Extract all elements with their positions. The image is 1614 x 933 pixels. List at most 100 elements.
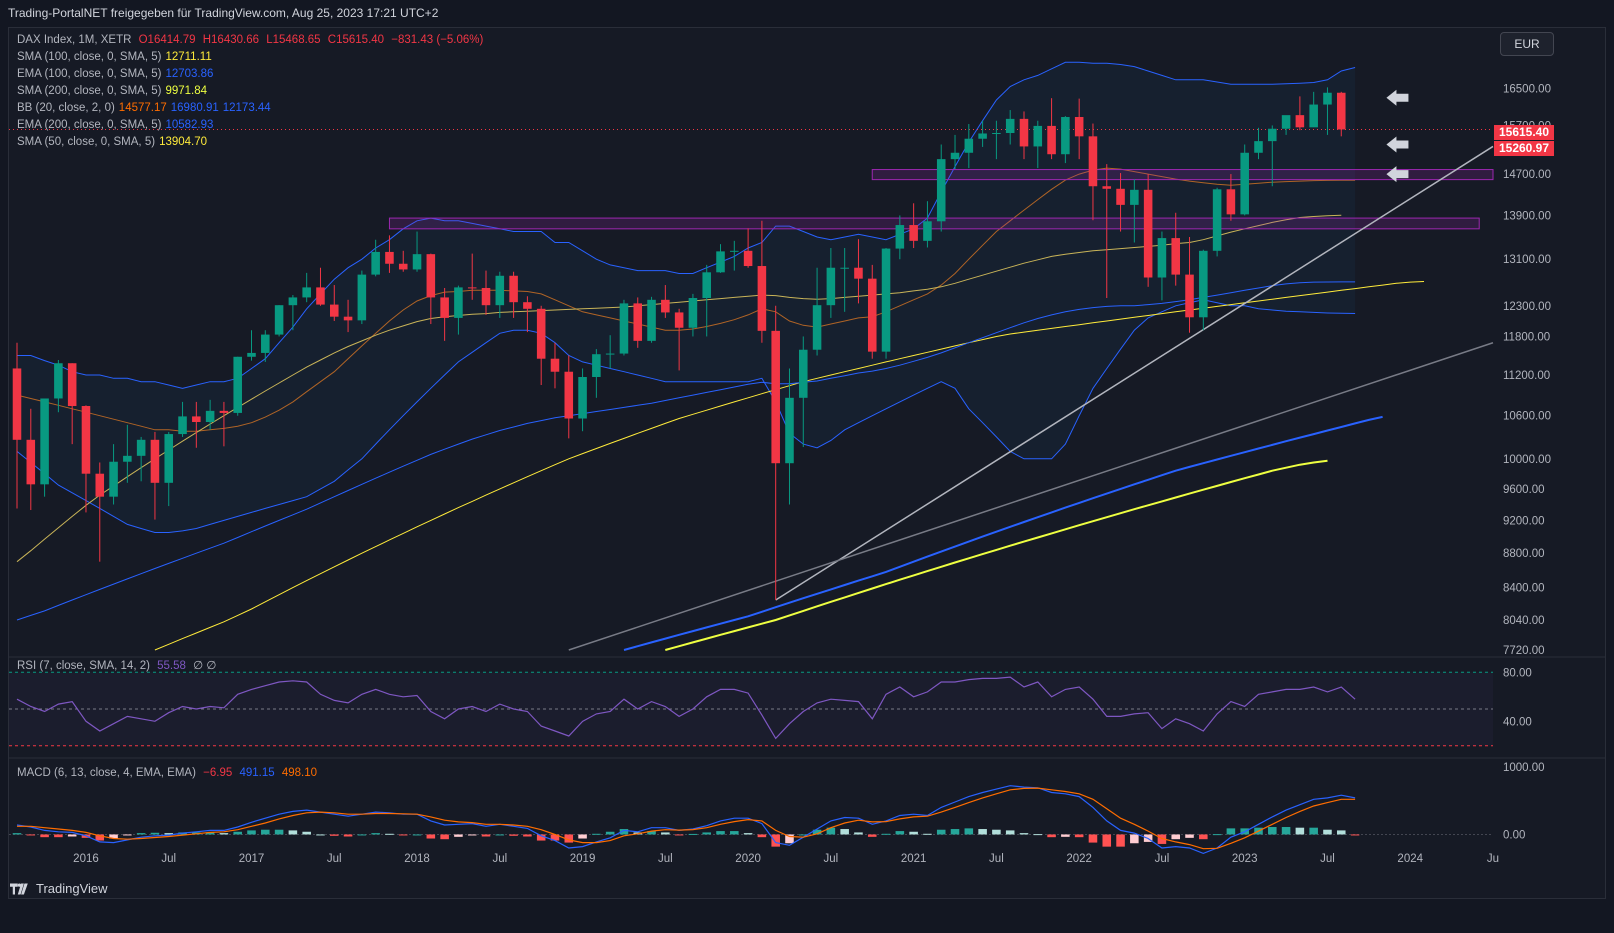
arrow-marker [1386,89,1409,106]
indicator-legend-label: EMA (100, close, 0, SMA, 5) [17,68,162,80]
candle-body [440,297,449,318]
macd-histogram-bar [619,829,629,835]
y-tick-label: 13900.00 [1503,210,1551,222]
candle-body [785,397,794,464]
candle-body [550,358,560,372]
candle-body [923,221,932,241]
macd-histogram-bar [550,834,560,841]
candle-body [123,455,132,462]
macd-histogram-bar [398,834,408,836]
rsi-tick-label: 40.00 [1503,716,1532,728]
macd-signal-line [17,787,1356,850]
rsi-line [16,676,1356,740]
macd-histogram-bar [40,834,49,838]
arrow-marker [1386,166,1409,183]
candle-body [592,354,601,378]
candle-body [1281,115,1291,129]
x-tick-label: Jul [492,853,507,865]
candle-body [1033,125,1043,147]
macd-histogram-bar [799,834,808,836]
macd-histogram-bar [1281,827,1291,835]
macd-histogram-bar [1350,834,1360,836]
macd-histogram-bar [605,831,615,835]
macd-histogram-bar [1019,833,1029,835]
candle-body [523,302,532,309]
macd-histogram-bar [1295,827,1305,835]
macd-signal-value: 498.10 [281,767,318,779]
currency-button[interactable]: EUR [1500,32,1554,56]
macd-histogram-bar [440,834,449,840]
candle-body [799,349,808,398]
macd-histogram-bar [1199,834,1208,840]
macd-histogram-bar [1226,828,1236,835]
macd-histogram-bar [288,830,298,835]
candle-body [1226,189,1236,215]
footer-brand-label: TradingView [36,881,108,896]
candle-body [1074,117,1084,137]
macd-histogram-bar [1171,834,1181,840]
x-tick-label: 2023 [1232,853,1258,865]
rsi-legend: RSI (7, close, SMA, 14, 2) 55.58 ∅ ∅ [17,658,216,675]
candle-body [895,225,905,249]
candle-body [205,410,215,423]
macd-histogram-bar [854,832,863,835]
candle-body [950,152,960,160]
macd-histogram-bar [205,832,215,835]
macd-histogram-bar [1212,834,1222,836]
macd-histogram-bar [233,831,242,835]
candle-body [247,352,256,357]
macd-histogram-bar [1088,834,1098,843]
macd-histogram-bar [164,833,174,835]
chart-canvas[interactable]: 16500.0015700.0014700.0013900.0013100.00… [0,0,1614,905]
candle-body [854,267,863,279]
footer-brand[interactable]: TradingView [10,881,108,896]
macd-histogram-bar [12,833,22,835]
candle-body [867,278,877,352]
macd-histogram-bar [467,834,477,836]
candle-body [329,304,339,317]
candle-body [302,287,311,298]
trendline-price-badge: 15260.97 [1494,141,1554,156]
indicator-legend-value: 14577.17 [118,102,167,114]
y-tick-label: 13100.00 [1503,254,1551,266]
candle-body [274,305,284,335]
candle-body [1116,188,1125,205]
macd-histogram-bar [978,829,987,835]
support-zone [871,169,1494,181]
candle-body [536,308,546,359]
x-tick-label: 2022 [1066,853,1092,865]
candle-body [1336,92,1346,130]
legend-open: O16414.79 [138,34,196,46]
arrow-marker [1386,136,1409,153]
candle-body [564,371,574,419]
macd-histogram-bar [67,834,77,837]
y-tick-label: 11800.00 [1503,331,1550,343]
chart-frame[interactable] [8,27,1606,899]
macd-histogram-bar [261,829,270,835]
candle-body [661,299,670,313]
candle-body [702,272,711,299]
candle-body [150,439,160,483]
legend-close: C15615.40 [327,34,385,46]
macd-histogram-bar [1005,830,1015,835]
last-price-badge: 15615.40 [1494,125,1554,140]
macd-histogram-bar [881,833,891,835]
macd-histogram-bar [1061,834,1070,837]
macd-histogram-bar [1323,829,1332,835]
candle-body [1019,118,1029,147]
x-tick-label: 2018 [404,853,430,865]
candle-body [164,434,174,483]
candle-body [881,248,891,352]
macd-value: 491.15 [239,767,275,779]
macd-histogram-bar [923,833,932,835]
macd-histogram-bar [54,834,63,838]
y-tick-label: 9600.00 [1503,484,1545,496]
candle-body [743,250,753,267]
y-tick-label: 10600.00 [1503,411,1551,423]
macd-histogram-bar [1047,834,1056,838]
macd-histogram-bar [26,834,36,836]
tradingview-logo-icon [10,882,28,895]
indicator-legend-value: 13904.70 [159,136,208,148]
bollinger-lower-line [16,299,1356,533]
macd-histogram-bar [1268,827,1277,835]
